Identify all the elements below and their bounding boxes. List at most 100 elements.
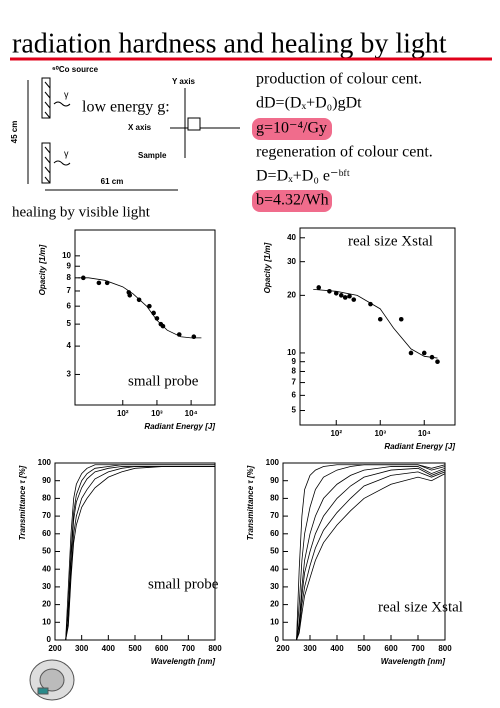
- y-tick-label: 8: [292, 367, 297, 376]
- x-axis-title: Radiant Energy [J]: [384, 442, 455, 451]
- y-tick-label: 5: [67, 319, 72, 328]
- data-point: [408, 350, 414, 356]
- data-point: [96, 280, 102, 286]
- x-tick-label: 500: [128, 644, 142, 653]
- x-axis-label: X axis: [128, 123, 152, 132]
- data-point: [147, 303, 152, 309]
- data-point: [327, 289, 332, 294]
- height-label: 45 cm: [10, 121, 19, 144]
- data-line: [313, 288, 438, 359]
- width-label: 61 cm: [101, 177, 124, 186]
- y-tick-label: 10: [270, 617, 279, 626]
- y-tick-label: 9: [67, 261, 72, 270]
- y-tick-label: 100: [38, 458, 52, 467]
- data-point: [338, 293, 344, 298]
- data-point: [127, 292, 133, 298]
- x-tick-label: 10²: [330, 429, 342, 438]
- y-tick-label: 60: [42, 529, 51, 538]
- data-line: [296, 473, 446, 641]
- y-tick-label: 7: [67, 286, 72, 295]
- data-line: [65, 464, 215, 641]
- y-tick-label: 70: [42, 511, 51, 520]
- x-tick-label: 400: [102, 644, 116, 653]
- gamma-label: γ: [64, 89, 69, 99]
- y-tick-label: 20: [270, 600, 279, 609]
- x-tick-label: 10³: [151, 409, 163, 418]
- energy-label: low energy g:: [82, 99, 170, 116]
- y-tick-label: 40: [42, 564, 51, 573]
- data-point: [342, 295, 348, 300]
- y-tick-label: 70: [270, 511, 279, 520]
- y-tick-label: 60: [270, 529, 279, 538]
- data-point: [398, 316, 404, 322]
- data-line: [296, 464, 446, 641]
- annotation: real size Xstal: [348, 233, 433, 249]
- y-tick-label: 8: [67, 273, 72, 282]
- x-tick-label: 800: [208, 644, 222, 653]
- gamma-waves: [53, 101, 71, 166]
- y-tick-label: 30: [287, 257, 296, 266]
- plot-frame: [74, 229, 216, 406]
- y-axis-title: Opacity [1/m]: [263, 242, 272, 293]
- data-point: [333, 291, 339, 296]
- plot-frame: [299, 227, 456, 426]
- data-line: [296, 466, 446, 641]
- data-point: [191, 334, 197, 340]
- y-tick-label: 6: [292, 390, 297, 399]
- x-tick-label: 200: [48, 644, 62, 653]
- y-tick-label: 20: [287, 290, 296, 299]
- y-tick-label: 3: [67, 370, 72, 379]
- data-line: [296, 471, 446, 641]
- highlight: [252, 190, 332, 212]
- x-tick-label: 700: [411, 644, 425, 653]
- note: g=10⁻⁴/Gy: [256, 120, 327, 137]
- y-tick-label: 100: [266, 458, 280, 467]
- x-axis-title: Wavelength [nm]: [381, 657, 446, 666]
- data-point: [316, 285, 322, 290]
- setup-diagram: ⁶⁰Co source γ γ low energy g: Y axis X a…: [10, 65, 240, 191]
- y-tick-label: 40: [287, 233, 296, 242]
- x-tick-label: 10⁴: [418, 429, 431, 438]
- y-tick-label: 50: [42, 547, 51, 556]
- note: regeneration of colour cent.: [256, 144, 433, 161]
- y-tick-label: 90: [270, 476, 279, 485]
- data-line: [65, 464, 215, 641]
- sample-label: Sample: [138, 151, 167, 160]
- x-tick-label: 300: [75, 644, 89, 653]
- y-tick-label: 0: [275, 635, 280, 644]
- data-point: [435, 359, 440, 364]
- data-point: [154, 316, 160, 321]
- y-tick-label: 9: [292, 357, 297, 366]
- note: D=Dₓ+D₀ e⁻ᵇᶠᵗ: [256, 168, 350, 185]
- y-tick-label: 0: [47, 635, 52, 644]
- data-point: [377, 316, 383, 322]
- y-tick-label: 30: [42, 582, 51, 591]
- x-tick-label: 500: [357, 644, 371, 653]
- crystal-sketch: [29, 659, 75, 701]
- note: production of colour cent.: [256, 71, 422, 88]
- x-tick-label: 800: [438, 644, 452, 653]
- y-tick-label: 50: [270, 547, 279, 556]
- y-tick-label: 30: [270, 582, 279, 591]
- x-axis-title: Radiant Energy [J]: [144, 422, 215, 431]
- section-heading: healing by visible light: [12, 204, 151, 220]
- y-tick-label: 80: [42, 494, 51, 503]
- source-lower: [41, 142, 51, 184]
- y-tick-label: 7: [292, 378, 297, 387]
- data-point: [421, 350, 427, 356]
- x-tick-label: 600: [155, 644, 169, 653]
- y-tick-label: 5: [292, 406, 297, 415]
- x-tick-label: 400: [330, 644, 344, 653]
- slide-title: radiation hardness and healing by light: [12, 28, 447, 59]
- data-point: [368, 301, 373, 307]
- data-line: [65, 466, 215, 641]
- hatching: [44, 81, 51, 184]
- data-line: [296, 467, 446, 641]
- y-tick-label: 40: [270, 564, 279, 573]
- y-axis-title: Opacity [1/m]: [38, 244, 47, 295]
- x-tick-label: 10⁴: [185, 409, 198, 418]
- y-tick-label: 80: [270, 494, 279, 503]
- y-tick-label: 10: [62, 251, 71, 260]
- y-axis-title: Transmittance τ [%]: [18, 465, 27, 540]
